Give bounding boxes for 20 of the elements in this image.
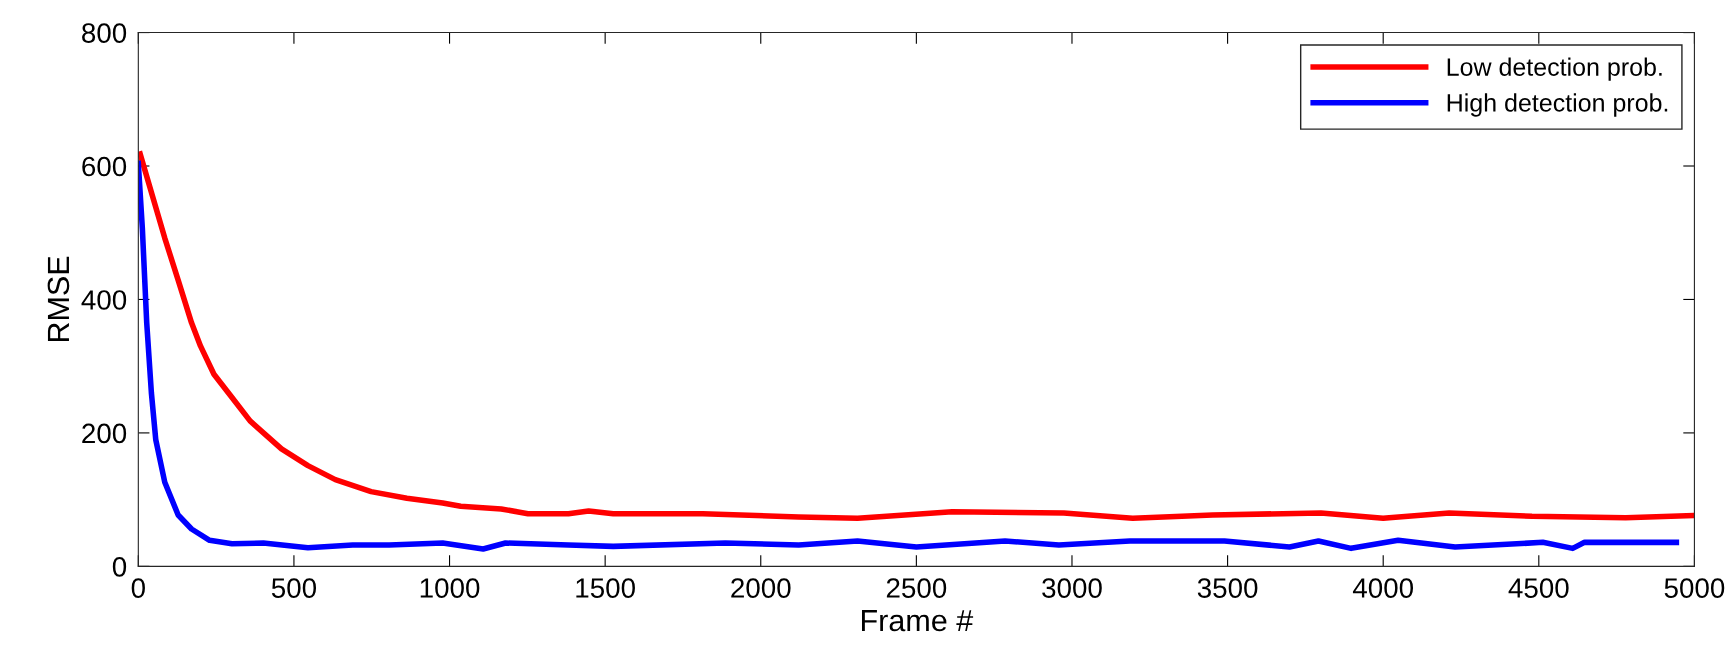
legend-label: High detection prob. — [1447, 93, 1668, 117]
y-tick-label: 200 — [82, 423, 127, 444]
x-tick-label: 3000 — [1042, 578, 1102, 598]
x-tick-label: 3500 — [1197, 578, 1258, 598]
y-tick-label: 0 — [112, 557, 127, 577]
y-tick-label: 600 — [82, 156, 127, 177]
x-tick-label: 2000 — [731, 578, 791, 598]
x-axis-title: Frame # — [862, 610, 974, 632]
y-tick-label: 400 — [81, 290, 127, 310]
x-tick-label: 1500 — [576, 578, 635, 598]
y-axis-title: RMSE — [47, 256, 70, 342]
x-tick-label: 4500 — [1508, 578, 1569, 598]
x-tick-label: 500 — [271, 578, 317, 598]
x-tick-label: 0 — [131, 578, 145, 598]
x-tick-label: 4000 — [1352, 578, 1414, 598]
y-tick-label: 800 — [82, 23, 127, 43]
x-tick-label: 1000 — [420, 578, 480, 598]
x-tick-label: 5000 — [1664, 578, 1725, 598]
x-tick-label: 2500 — [886, 578, 947, 598]
legend-label: Low detection prob. — [1447, 57, 1662, 81]
